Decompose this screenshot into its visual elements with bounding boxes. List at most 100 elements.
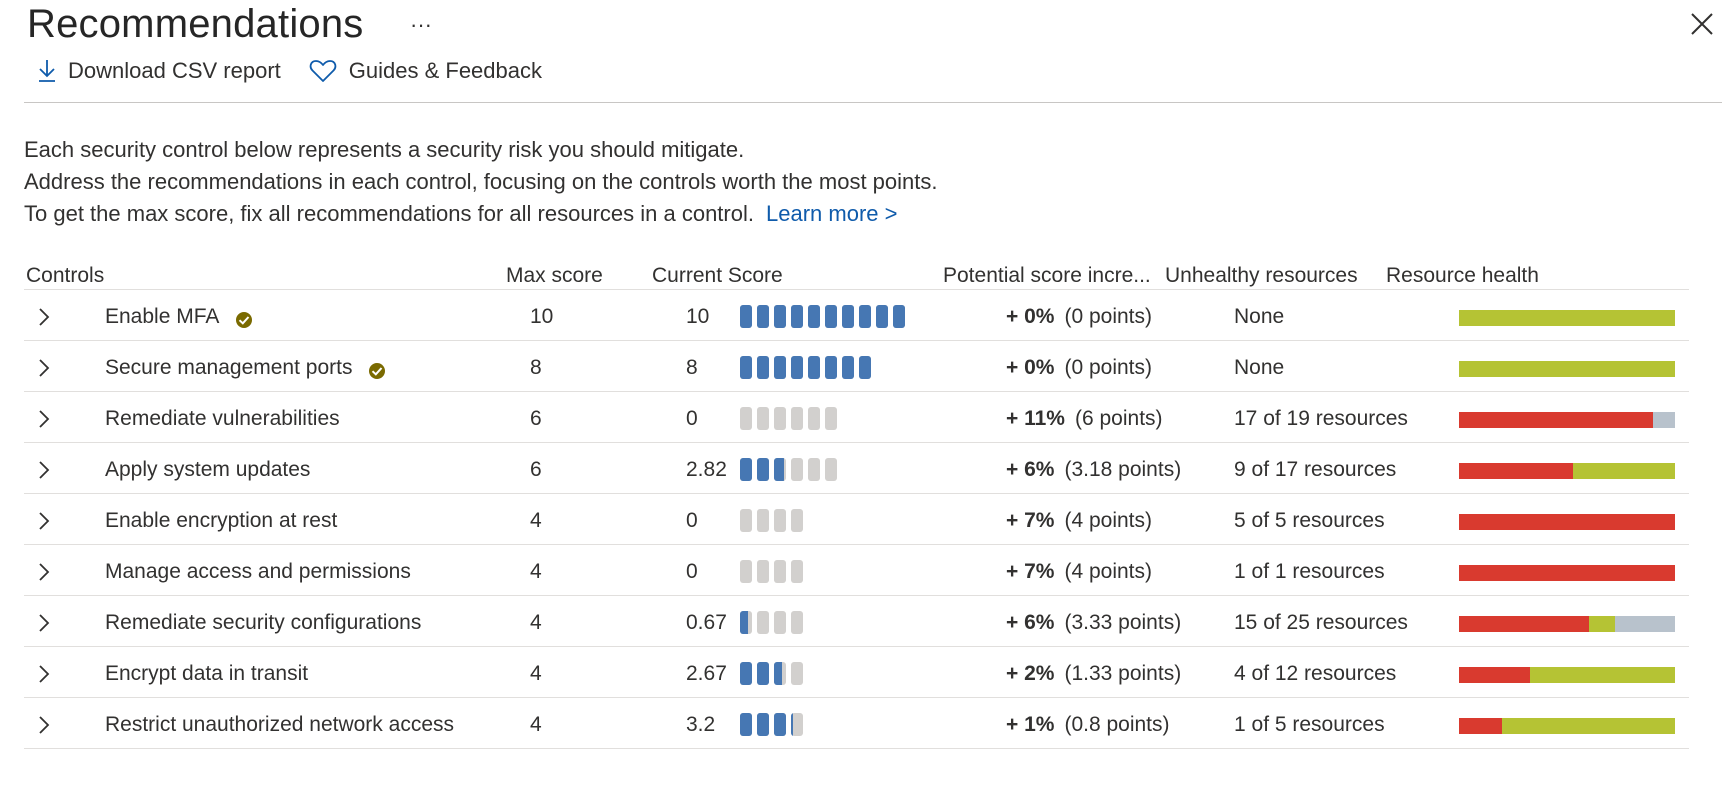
score-segment-fill [774, 713, 786, 736]
potential-points: (0 points) [1064, 304, 1152, 328]
score-segment-fill [757, 458, 769, 481]
control-name-text: Restrict unauthorized network access [105, 712, 454, 736]
completed-check-icon [368, 362, 386, 380]
current-score: 3.2 [686, 712, 716, 736]
chevron-right-icon[interactable] [34, 443, 54, 496]
max-score: 4 [530, 508, 542, 532]
control-row[interactable]: Manage access and permissions 4 0 + 7% (4 po… [24, 545, 1689, 598]
control-row[interactable]: Restrict unauthorized network access 4 3.2… [24, 698, 1689, 751]
score-segment [774, 509, 786, 532]
score-segment [757, 662, 769, 685]
chevron-right-icon[interactable] [34, 494, 54, 547]
score-segment [825, 407, 837, 430]
control-name: Manage access and permissions [105, 545, 411, 598]
score-segment-fill [740, 305, 752, 328]
resource-health-bar [1459, 616, 1675, 632]
score-segment [791, 305, 803, 328]
score-segment [757, 509, 769, 532]
control-row[interactable]: Encrypt data in transit 4 2.67 + 2% (1.33 po… [24, 647, 1689, 700]
max-score: 4 [530, 661, 542, 685]
score-bar [740, 290, 905, 343]
score-segment-fill [825, 305, 837, 328]
score-segment [740, 509, 752, 532]
header-potential-increase[interactable]: Potential score incre... [943, 264, 1151, 287]
potential-increase: + 0% (0 points) [1006, 290, 1152, 343]
score-segment [825, 356, 837, 379]
score-segment [740, 611, 752, 634]
toolbar-divider [24, 102, 1722, 103]
control-name: Remediate security configurations [105, 596, 421, 649]
header-resource-health[interactable]: Resource health [1386, 264, 1539, 287]
control-row[interactable]: Enable MFA 10 10 + 0% (0 points) None [24, 290, 1689, 343]
potential-increase: + 1% (0.8 points) [1006, 698, 1170, 751]
chevron-right-icon[interactable] [34, 392, 54, 445]
score-segment [774, 305, 786, 328]
potential-increase: + 11% (6 points) [1006, 392, 1163, 445]
health-healthy-segment [1588, 616, 1615, 632]
potential-increase: + 6% (3.18 points) [1006, 443, 1181, 496]
control-row[interactable]: Secure management ports 8 8 + 0% (0 points) N… [24, 341, 1689, 394]
score-segment-fill [808, 305, 820, 328]
more-options-icon[interactable]: ··· [410, 12, 432, 37]
control-row[interactable]: Apply system updates 6 2.82 + 6% (3.18 point… [24, 443, 1689, 496]
learn-more-link[interactable]: Learn more > [766, 201, 898, 226]
score-segment-fill [757, 713, 769, 736]
control-name-text: Manage access and permissions [105, 559, 411, 583]
intro-line: Each security control below represents a… [24, 137, 745, 162]
score-segment-fill [842, 305, 854, 328]
control-row[interactable]: Enable encryption at rest 4 0 + 7% (4 points… [24, 494, 1689, 547]
score-segment [791, 356, 803, 379]
score-segment [757, 356, 769, 379]
chevron-right-icon[interactable] [34, 596, 54, 649]
header-unhealthy-resources[interactable]: Unhealthy resources [1165, 264, 1358, 287]
header-controls[interactable]: Controls [26, 264, 105, 287]
score-segment-fill [757, 356, 769, 379]
score-segment-fill [791, 305, 803, 328]
intro-line: To get the max score, fix all recommenda… [24, 198, 937, 230]
chevron-right-icon[interactable] [34, 545, 54, 598]
guides-feedback-button[interactable]: Guides & Feedback [309, 58, 542, 84]
score-segment-fill [740, 713, 752, 736]
health-na-segment [1653, 412, 1675, 428]
potential-percent: + 7% [1006, 559, 1055, 583]
resource-health-bar [1459, 310, 1675, 326]
score-segment-fill [774, 305, 786, 328]
control-row[interactable]: Remediate vulnerabilities 6 0 + 11% (6 point… [24, 392, 1689, 445]
resource-health-bar [1459, 514, 1675, 530]
score-segment-fill [842, 356, 854, 379]
unhealthy-resources: 17 of 19 resources [1234, 406, 1408, 430]
health-unhealthy-segment [1459, 718, 1503, 734]
unhealthy-resources: 1 of 5 resources [1234, 712, 1385, 736]
row-divider [24, 493, 1689, 494]
chevron-right-icon[interactable] [34, 647, 54, 700]
close-icon[interactable] [1688, 10, 1716, 38]
potential-increase: + 7% (4 points) [1006, 494, 1152, 547]
potential-percent: + 0% [1006, 304, 1055, 328]
score-segment-fill [740, 611, 749, 634]
health-unhealthy-segment [1459, 412, 1654, 428]
chevron-right-icon[interactable] [34, 290, 54, 343]
score-bar [740, 392, 837, 445]
potential-percent: + 6% [1006, 457, 1055, 481]
score-segment [791, 611, 803, 634]
control-row[interactable]: Remediate security configurations 4 0.67 + … [24, 596, 1689, 649]
potential-percent: + 0% [1006, 355, 1055, 379]
score-segment [774, 560, 786, 583]
resource-health-bar [1459, 412, 1675, 428]
score-segment [740, 305, 752, 328]
score-bar [740, 443, 837, 496]
unhealthy-resources: 15 of 25 resources [1234, 610, 1408, 634]
download-csv-button[interactable]: Download CSV report [38, 58, 281, 84]
score-segment [791, 713, 803, 736]
header-max-score[interactable]: Max score [506, 264, 603, 287]
toolbar: Download CSV report Guides & Feedback [38, 58, 542, 84]
header-current-score[interactable]: Current Score [652, 264, 783, 287]
potential-points: (0.8 points) [1064, 712, 1170, 736]
score-segment-fill [876, 305, 888, 328]
score-segment [740, 662, 752, 685]
chevron-right-icon[interactable] [34, 698, 54, 751]
chevron-right-icon[interactable] [34, 341, 54, 394]
health-unhealthy-segment [1459, 616, 1589, 632]
potential-increase: + 0% (0 points) [1006, 341, 1152, 394]
resource-health-bar [1459, 718, 1675, 734]
